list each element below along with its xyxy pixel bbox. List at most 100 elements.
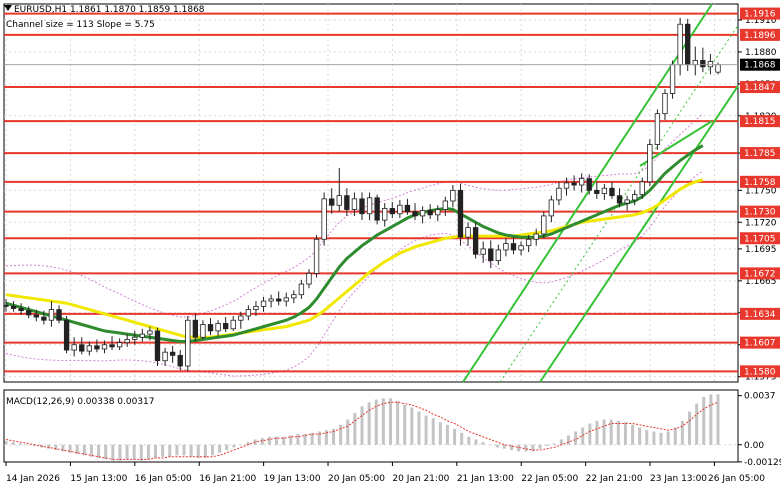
macd-histogram-bar	[581, 427, 585, 445]
bear-candle	[3, 304, 9, 307]
macd-histogram-bar	[161, 444, 165, 457]
bull-candle	[503, 243, 509, 251]
bull-candle	[124, 339, 130, 344]
bear-candle	[94, 345, 100, 350]
macd-histogram-bar	[680, 420, 684, 445]
level-label-box	[740, 28, 780, 41]
bear-candle	[389, 208, 395, 215]
macd-histogram-bar	[118, 444, 122, 461]
macd-panel	[4, 394, 738, 461]
macd-histogram-bar	[4, 440, 8, 445]
macd-histogram-bar	[89, 444, 93, 457]
bull-candle	[662, 93, 668, 115]
bear-candle	[207, 324, 214, 332]
bear-candle	[571, 182, 577, 186]
macd-histogram-bar	[424, 415, 428, 445]
bear-candle	[56, 309, 62, 321]
bull-candle	[435, 209, 441, 216]
macd-histogram-bar	[652, 431, 656, 445]
bear-candle	[276, 298, 282, 302]
macd-histogram-bar	[47, 444, 51, 449]
bull-candle	[306, 272, 312, 285]
macd-histogram-bar	[339, 424, 343, 445]
time-tick-label: 16 Jan 05:00	[135, 474, 192, 484]
level-label-box	[740, 232, 780, 245]
macd-histogram-bar	[716, 394, 720, 445]
macd-histogram-bar	[75, 444, 79, 455]
level-label: 1.1916	[744, 10, 776, 20]
level-label: 1.1815	[744, 117, 776, 127]
bull-candle	[366, 197, 373, 215]
price-tick-label: 1.1720	[745, 218, 777, 228]
bull-candle	[336, 195, 342, 206]
level-label: 1.1705	[744, 234, 776, 244]
bull-candle	[283, 297, 289, 302]
bear-candle	[192, 319, 199, 338]
level-label-box	[740, 175, 780, 188]
level-label-box	[740, 267, 780, 280]
bull-candle	[147, 330, 153, 335]
moving-averages	[5, 144, 704, 344]
bear-candle	[359, 198, 365, 215]
time-axis: 14 Jan 2026 15 Jan 13:00 16 Jan 05:00 16 Ja…	[5, 462, 765, 484]
macd-histogram-bar	[388, 398, 392, 445]
level-label: 1.1847	[744, 83, 776, 93]
macd-histogram-bar	[638, 427, 642, 445]
bull-candle	[647, 144, 653, 183]
bear-candle	[412, 211, 418, 217]
bear-candle	[109, 344, 115, 348]
lower-band	[5, 170, 704, 377]
bear-candle	[79, 344, 85, 352]
macd-histogram-bar	[688, 411, 692, 445]
symbol-collapse-icon[interactable]	[4, 5, 12, 11]
macd-histogram-bar	[552, 443, 556, 445]
bull-candle	[563, 182, 570, 189]
macd-histogram-bar	[524, 444, 528, 452]
macd-histogram-bar	[97, 444, 101, 459]
bull-candle	[351, 198, 358, 210]
bear-candle	[374, 197, 380, 221]
macd-histogram-bar	[218, 444, 222, 453]
bull-candle	[260, 300, 267, 307]
bear-candle	[18, 308, 24, 312]
macd-histogram-bar	[104, 444, 108, 460]
macd-histogram-bar	[559, 439, 563, 445]
macd-histogram-bar	[517, 444, 521, 452]
macd-histogram-bar	[232, 444, 236, 448]
macd-histogram-bar	[616, 420, 620, 445]
macd-histogram-bar	[275, 436, 279, 445]
channel-info: Channel size = 113 Slope = 5.75	[6, 20, 155, 30]
bull-candle	[525, 238, 532, 247]
bull-candle	[162, 351, 168, 362]
bull-candle	[669, 64, 676, 94]
level-label-box	[740, 336, 780, 349]
macd-histogram-bar	[125, 444, 129, 460]
macd-histogram-bar	[531, 444, 535, 452]
macd-histogram-bar	[111, 444, 115, 461]
macd-histogram-bar	[260, 438, 264, 445]
macd-histogram-bar	[595, 420, 599, 445]
macd-histogram-bar	[417, 411, 421, 445]
price-axis: 1.19101.18801.18501.18201.17851.17501.17…	[4, 7, 781, 468]
bear-candle	[472, 227, 479, 255]
macd-histogram-bar	[673, 427, 677, 445]
macd-histogram-bar	[474, 439, 478, 445]
bull-candle	[533, 233, 539, 240]
macd-histogram-bar	[310, 432, 314, 445]
macd-histogram-bar	[18, 443, 22, 445]
level-label: 1.1758	[744, 178, 776, 188]
macd-histogram-bar	[659, 432, 663, 445]
bull-candle	[639, 181, 645, 195]
bull-candle	[715, 64, 721, 73]
macd-histogram-bar	[460, 432, 464, 445]
bull-candle	[518, 245, 524, 251]
macd-histogram-bar	[502, 444, 506, 449]
bear-candle	[222, 323, 229, 330]
bull-candle	[298, 283, 305, 296]
time-tick-label: 20 Jan 05:00	[328, 474, 385, 484]
macd-histogram-bar	[431, 418, 435, 445]
level-label: 1.1730	[744, 208, 776, 218]
macd-histogram-bar	[317, 431, 321, 445]
macd-histogram-bar	[645, 430, 649, 445]
level-label-box	[740, 81, 780, 94]
